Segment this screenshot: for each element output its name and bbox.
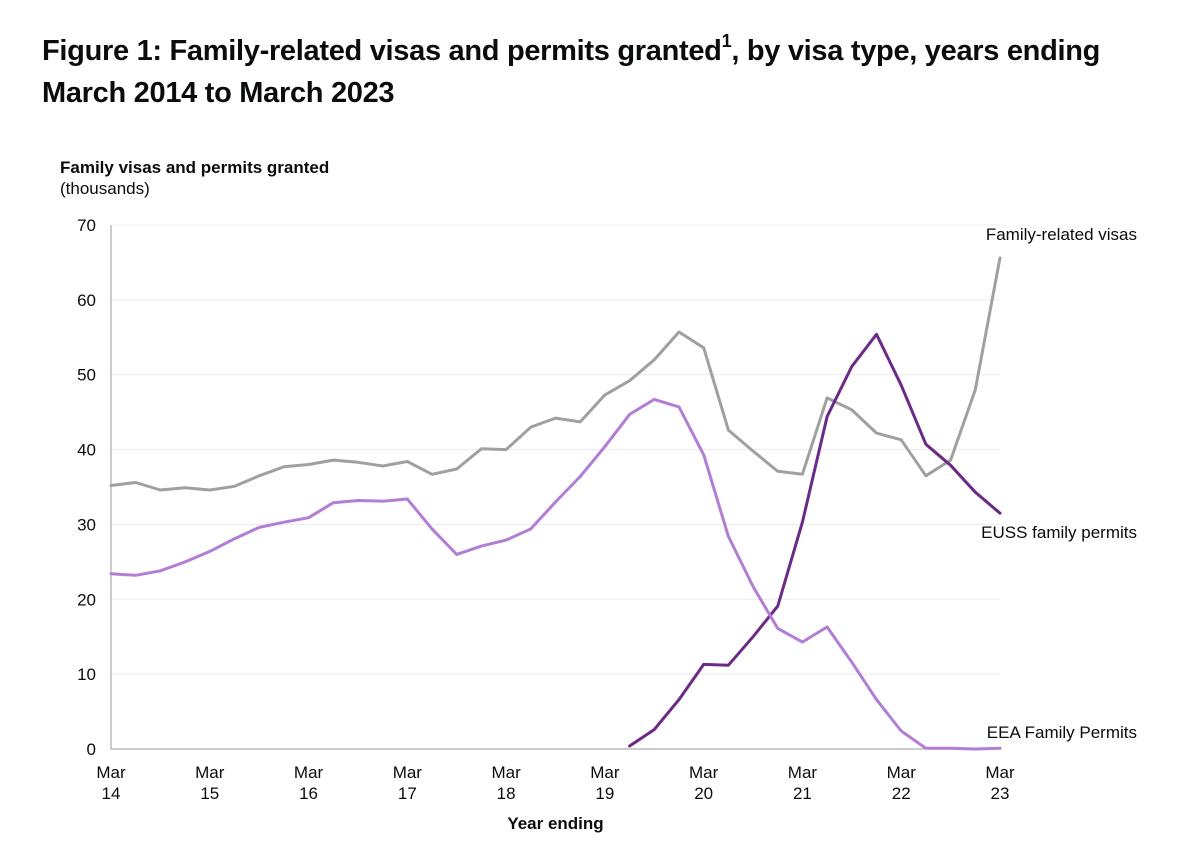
series-label-euss-family-permits: EUSS family permits [981,523,1137,542]
x-axis-title: Year ending [507,814,603,833]
x-tick-label: Mar [689,763,719,782]
x-tick-label: Mar [393,763,423,782]
x-tick-label-year: 21 [793,784,812,803]
x-tick-label-year: 20 [694,784,713,803]
x-tick-label: Mar [590,763,620,782]
y-tick-label: 10 [77,665,96,684]
x-tick-label: Mar [294,763,324,782]
x-tick-label-year: 14 [102,784,121,803]
x-tick-label: Mar [491,763,521,782]
x-tick-label-year: 16 [299,784,318,803]
figure-title: Figure 1: Family-related visas and permi… [42,30,1162,114]
figure-title-main: Figure 1: Family-related visas and permi… [42,35,722,67]
y-axis-title: Family visas and permits granted (thousa… [60,157,329,199]
y-tick-label: 70 [77,216,96,235]
x-tick-label-year: 19 [595,784,614,803]
y-axis-unit: (thousands) [60,179,150,198]
series-line-euss-family-permits [628,332,1002,748]
x-tick-label-year: 17 [398,784,417,803]
y-tick-label: 60 [77,291,96,310]
figure-title-rest: , by visa type, years ending March 2014 … [42,35,1101,109]
x-tick-label-year: 18 [497,784,516,803]
y-tick-label: 40 [77,441,96,460]
figure-title-footnote-marker: 1 [721,31,732,52]
x-tick-label-year: 15 [200,784,219,803]
series-label-family-related-visas: Family-related visas [986,225,1137,244]
y-tick-label: 30 [77,515,96,534]
series-label-eea-family-permits: EEA Family Permits [987,723,1137,742]
x-tick-label: Mar [887,763,917,782]
y-axis-label: Family visas and permits granted [60,158,330,177]
x-tick-label: Mar [788,763,818,782]
x-tick-label: Mar [96,763,126,782]
series-line-family-related-visas [109,256,1002,492]
y-tick-label: 50 [77,366,96,385]
series-line-eea-family-permits [109,397,1002,751]
x-tick-label: Mar [985,763,1015,782]
x-tick-label-year: 22 [892,784,911,803]
x-tick-label: Mar [195,763,225,782]
y-tick-label: 20 [77,590,96,609]
x-tick-label-year: 23 [991,784,1010,803]
y-tick-label: 0 [87,740,96,759]
